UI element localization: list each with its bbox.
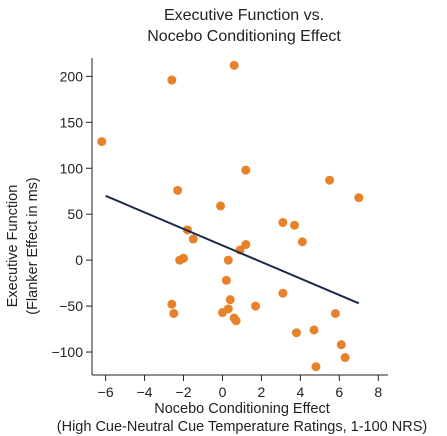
- data-point: [291, 328, 301, 338]
- y-tick-label: −100: [51, 344, 83, 360]
- y-ticks: 200 150 100 50 0 −50 −100: [51, 68, 92, 360]
- x-tick-label: 2: [258, 384, 266, 400]
- data-point: [221, 275, 231, 285]
- chart-title-line-1: Executive Function vs.: [164, 7, 324, 24]
- data-point: [97, 137, 107, 147]
- x-tick-label: 4: [296, 384, 304, 400]
- data-points: [97, 60, 364, 372]
- y-tick-label: 150: [60, 114, 84, 130]
- regression-line: [105, 194, 360, 305]
- data-point: [278, 288, 288, 298]
- data-point: [223, 255, 233, 265]
- x-tick-label: −6: [98, 384, 114, 400]
- data-point: [167, 75, 177, 85]
- chart-title-line-2: Nocebo Conditioning Effect: [147, 28, 341, 45]
- data-point: [216, 201, 226, 211]
- plot-area: 200 150 100 50 0 −50 −100 −6 −4 −2 0 2 4 6 8: [51, 58, 388, 400]
- data-point: [340, 353, 350, 363]
- data-point: [179, 253, 189, 263]
- data-point: [290, 220, 300, 230]
- y-axis-label-line-2: (Flanker Effect in ms): [25, 177, 41, 315]
- data-point: [278, 217, 288, 227]
- data-point: [297, 237, 307, 247]
- data-point: [309, 325, 319, 335]
- data-point: [217, 308, 227, 318]
- x-ticks: −6 −4 −2 0 2 4 6 8: [98, 375, 382, 400]
- y-tick-label: 100: [60, 160, 84, 176]
- y-tick-label: 50: [67, 206, 83, 222]
- y-tick-label: −50: [59, 298, 83, 314]
- data-point: [188, 234, 198, 244]
- data-point: [229, 60, 239, 70]
- x-tick-label: 0: [219, 384, 227, 400]
- y-tick-label: 200: [60, 68, 84, 84]
- data-point: [336, 340, 346, 350]
- x-axis-label-line-2: (High Cue-Neutral Cue Temperature Rating…: [57, 419, 427, 435]
- data-point: [330, 308, 340, 318]
- y-axis-label-line-1: Executive Function: [5, 185, 21, 308]
- x-tick-label: 6: [335, 384, 343, 400]
- x-tick-label: −4: [137, 384, 153, 400]
- data-point: [231, 316, 241, 326]
- data-point: [354, 193, 364, 203]
- data-point: [167, 299, 177, 309]
- data-point: [311, 362, 321, 372]
- data-point: [225, 295, 235, 305]
- data-point: [241, 240, 251, 250]
- data-point: [241, 165, 251, 175]
- data-point: [325, 175, 335, 185]
- data-point: [173, 185, 183, 195]
- y-tick-label: 0: [75, 252, 83, 268]
- x-tick-label: 8: [374, 384, 382, 400]
- data-point: [251, 301, 261, 311]
- x-axis-label-line-1: Nocebo Conditioning Effect: [154, 401, 329, 417]
- data-point: [169, 308, 179, 318]
- x-tick-label: −2: [176, 384, 192, 400]
